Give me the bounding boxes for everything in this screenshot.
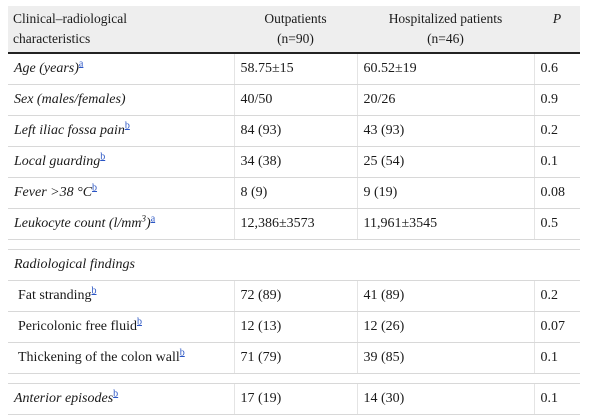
header-outpatients-line1: Outpatients (264, 11, 327, 26)
footnote-link[interactable]: b (92, 182, 98, 194)
row-label: Pericolonic free fluidb (8, 311, 234, 343)
cell-outpatients: 12,386±3573 (233, 208, 357, 240)
cell-p-value: 0.1 (533, 146, 580, 178)
cell-hospitalized: 60.52±19 (356, 53, 534, 85)
cell-hospitalized: 12 (26) (356, 311, 534, 343)
cell-outpatients: 72 (89) (233, 280, 357, 312)
row-label: Thickening of the colon wallb (8, 342, 234, 374)
row-label-text: Fever >38 °C (14, 185, 93, 200)
row-label-text: Left iliac fossa pain (14, 123, 125, 138)
table-row: Sex (males/females) 40/50 20/26 0.9 (8, 84, 580, 116)
header-characteristics: Clinical–radiological characteristics (8, 6, 234, 54)
header-hospitalized-line1: Hospitalized patients (388, 11, 503, 26)
cell-p-value: 0.1 (533, 342, 580, 374)
cell-hospitalized: 9 (19) (356, 177, 534, 209)
header-outpatients-line2: (n=90) (277, 31, 314, 46)
header-row: Clinical–radiological characteristics Ou… (8, 6, 580, 54)
row-label-text: Age (years) (14, 61, 79, 76)
cell-outpatients: 17 (19) (233, 383, 357, 415)
row-label-text: Fat stranding (18, 288, 92, 303)
cell-p-value: 0.5 (533, 208, 580, 240)
cell-hospitalized: 14 (30) (356, 383, 534, 415)
table-row: Pericolonic free fluidb 12 (13) 12 (26) … (8, 311, 580, 343)
cell-outpatients: 71 (79) (233, 342, 357, 374)
row-label: Left iliac fossa painb (8, 115, 234, 147)
section-heading: Radiological findings (8, 249, 580, 281)
cell-p-value: 0.1 (533, 383, 580, 415)
spacer-row (8, 239, 580, 250)
row-label: Leukocyte count (l/mm3)a (8, 208, 234, 240)
header-hospitalized: Hospitalized patients (n=46) (357, 6, 534, 54)
row-label-text: Sex (males/females) (14, 92, 126, 107)
results-table-container: Clinical–radiological characteristics Ou… (8, 6, 580, 415)
table-header: Clinical–radiological characteristics Ou… (8, 6, 580, 54)
cell-outpatients: 8 (9) (233, 177, 357, 209)
table-row: Left iliac fossa painb 84 (93) 43 (93) 0… (8, 115, 580, 147)
footnote-link[interactable]: a (78, 58, 84, 70)
cell-hospitalized: 41 (89) (356, 280, 534, 312)
footnote-link[interactable]: b (179, 347, 185, 359)
row-label-text: Thickening of the colon wall (18, 350, 180, 365)
footnote-link[interactable]: b (136, 316, 142, 328)
superscript-exponent: 3 (141, 213, 147, 224)
header-p-value: P (534, 6, 580, 54)
table-row: Fat strandingb 72 (89) 41 (89) 0.2 (8, 280, 580, 312)
cell-p-value: 0.6 (533, 53, 580, 85)
row-label: Fat strandingb (8, 280, 234, 312)
cell-p-value: 0.08 (533, 177, 580, 209)
cell-outpatients: 12 (13) (233, 311, 357, 343)
cell-p-value: 0.9 (533, 84, 580, 116)
table-row: Local guardingb 34 (38) 25 (54) 0.1 (8, 146, 580, 178)
cell-p-value: 0.2 (533, 280, 580, 312)
row-label: Age (years)a (8, 53, 234, 85)
cell-outpatients: 40/50 (233, 84, 357, 116)
footnote-link[interactable]: b (113, 388, 119, 400)
footnote-link[interactable]: b (91, 285, 97, 297)
row-label: Sex (males/females) (8, 84, 234, 116)
cell-outpatients: 84 (93) (233, 115, 357, 147)
table-row: Leukocyte count (l/mm3)a 12,386±3573 11,… (8, 208, 580, 240)
section-row: Radiological findings (8, 249, 580, 281)
cell-outpatients: 34 (38) (233, 146, 357, 178)
header-hospitalized-line2: (n=46) (427, 31, 464, 46)
clinical-radiological-table: Clinical–radiological characteristics Ou… (8, 6, 580, 415)
row-label: Local guardingb (8, 146, 234, 178)
cell-hospitalized: 39 (85) (356, 342, 534, 374)
row-label-text: Anterior episodes (14, 391, 114, 406)
header-characteristics-line1: Clinical–radiological (13, 11, 127, 26)
table-row: Fever >38 °Cb 8 (9) 9 (19) 0.08 (8, 177, 580, 209)
cell-hospitalized: 25 (54) (356, 146, 534, 178)
footnote-link[interactable]: a (150, 213, 156, 225)
cell-hospitalized: 43 (93) (356, 115, 534, 147)
cell-p-value: 0.2 (533, 115, 580, 147)
table-body: Age (years)a 58.75±15 60.52±19 0.6 Sex (… (8, 53, 580, 415)
footnote-link[interactable]: b (100, 151, 106, 163)
row-label-text: Pericolonic free fluid (18, 319, 137, 334)
row-label: Fever >38 °Cb (8, 177, 234, 209)
row-label: Anterior episodesb (8, 383, 234, 415)
footnote-link[interactable]: b (124, 120, 130, 132)
row-label-suffix: ) (146, 216, 151, 231)
table-row: Anterior episodesb 17 (19) 14 (30) 0.1 (8, 383, 580, 415)
cell-hospitalized: 11,961±3545 (356, 208, 534, 240)
cell-p-value: 0.07 (533, 311, 580, 343)
cell-hospitalized: 20/26 (356, 84, 534, 116)
cell-outpatients: 58.75±15 (233, 53, 357, 85)
header-outpatients: Outpatients (n=90) (234, 6, 357, 54)
table-row: Age (years)a 58.75±15 60.52±19 0.6 (8, 53, 580, 85)
row-label-text: Local guarding (14, 154, 101, 169)
header-characteristics-line2: characteristics (13, 31, 91, 46)
table-row: Thickening of the colon wallb 71 (79) 39… (8, 342, 580, 374)
spacer-row (8, 373, 580, 384)
spacer-cell (8, 373, 580, 384)
spacer-cell (8, 239, 580, 250)
row-label-text: Leukocyte count (l/mm (14, 216, 142, 231)
